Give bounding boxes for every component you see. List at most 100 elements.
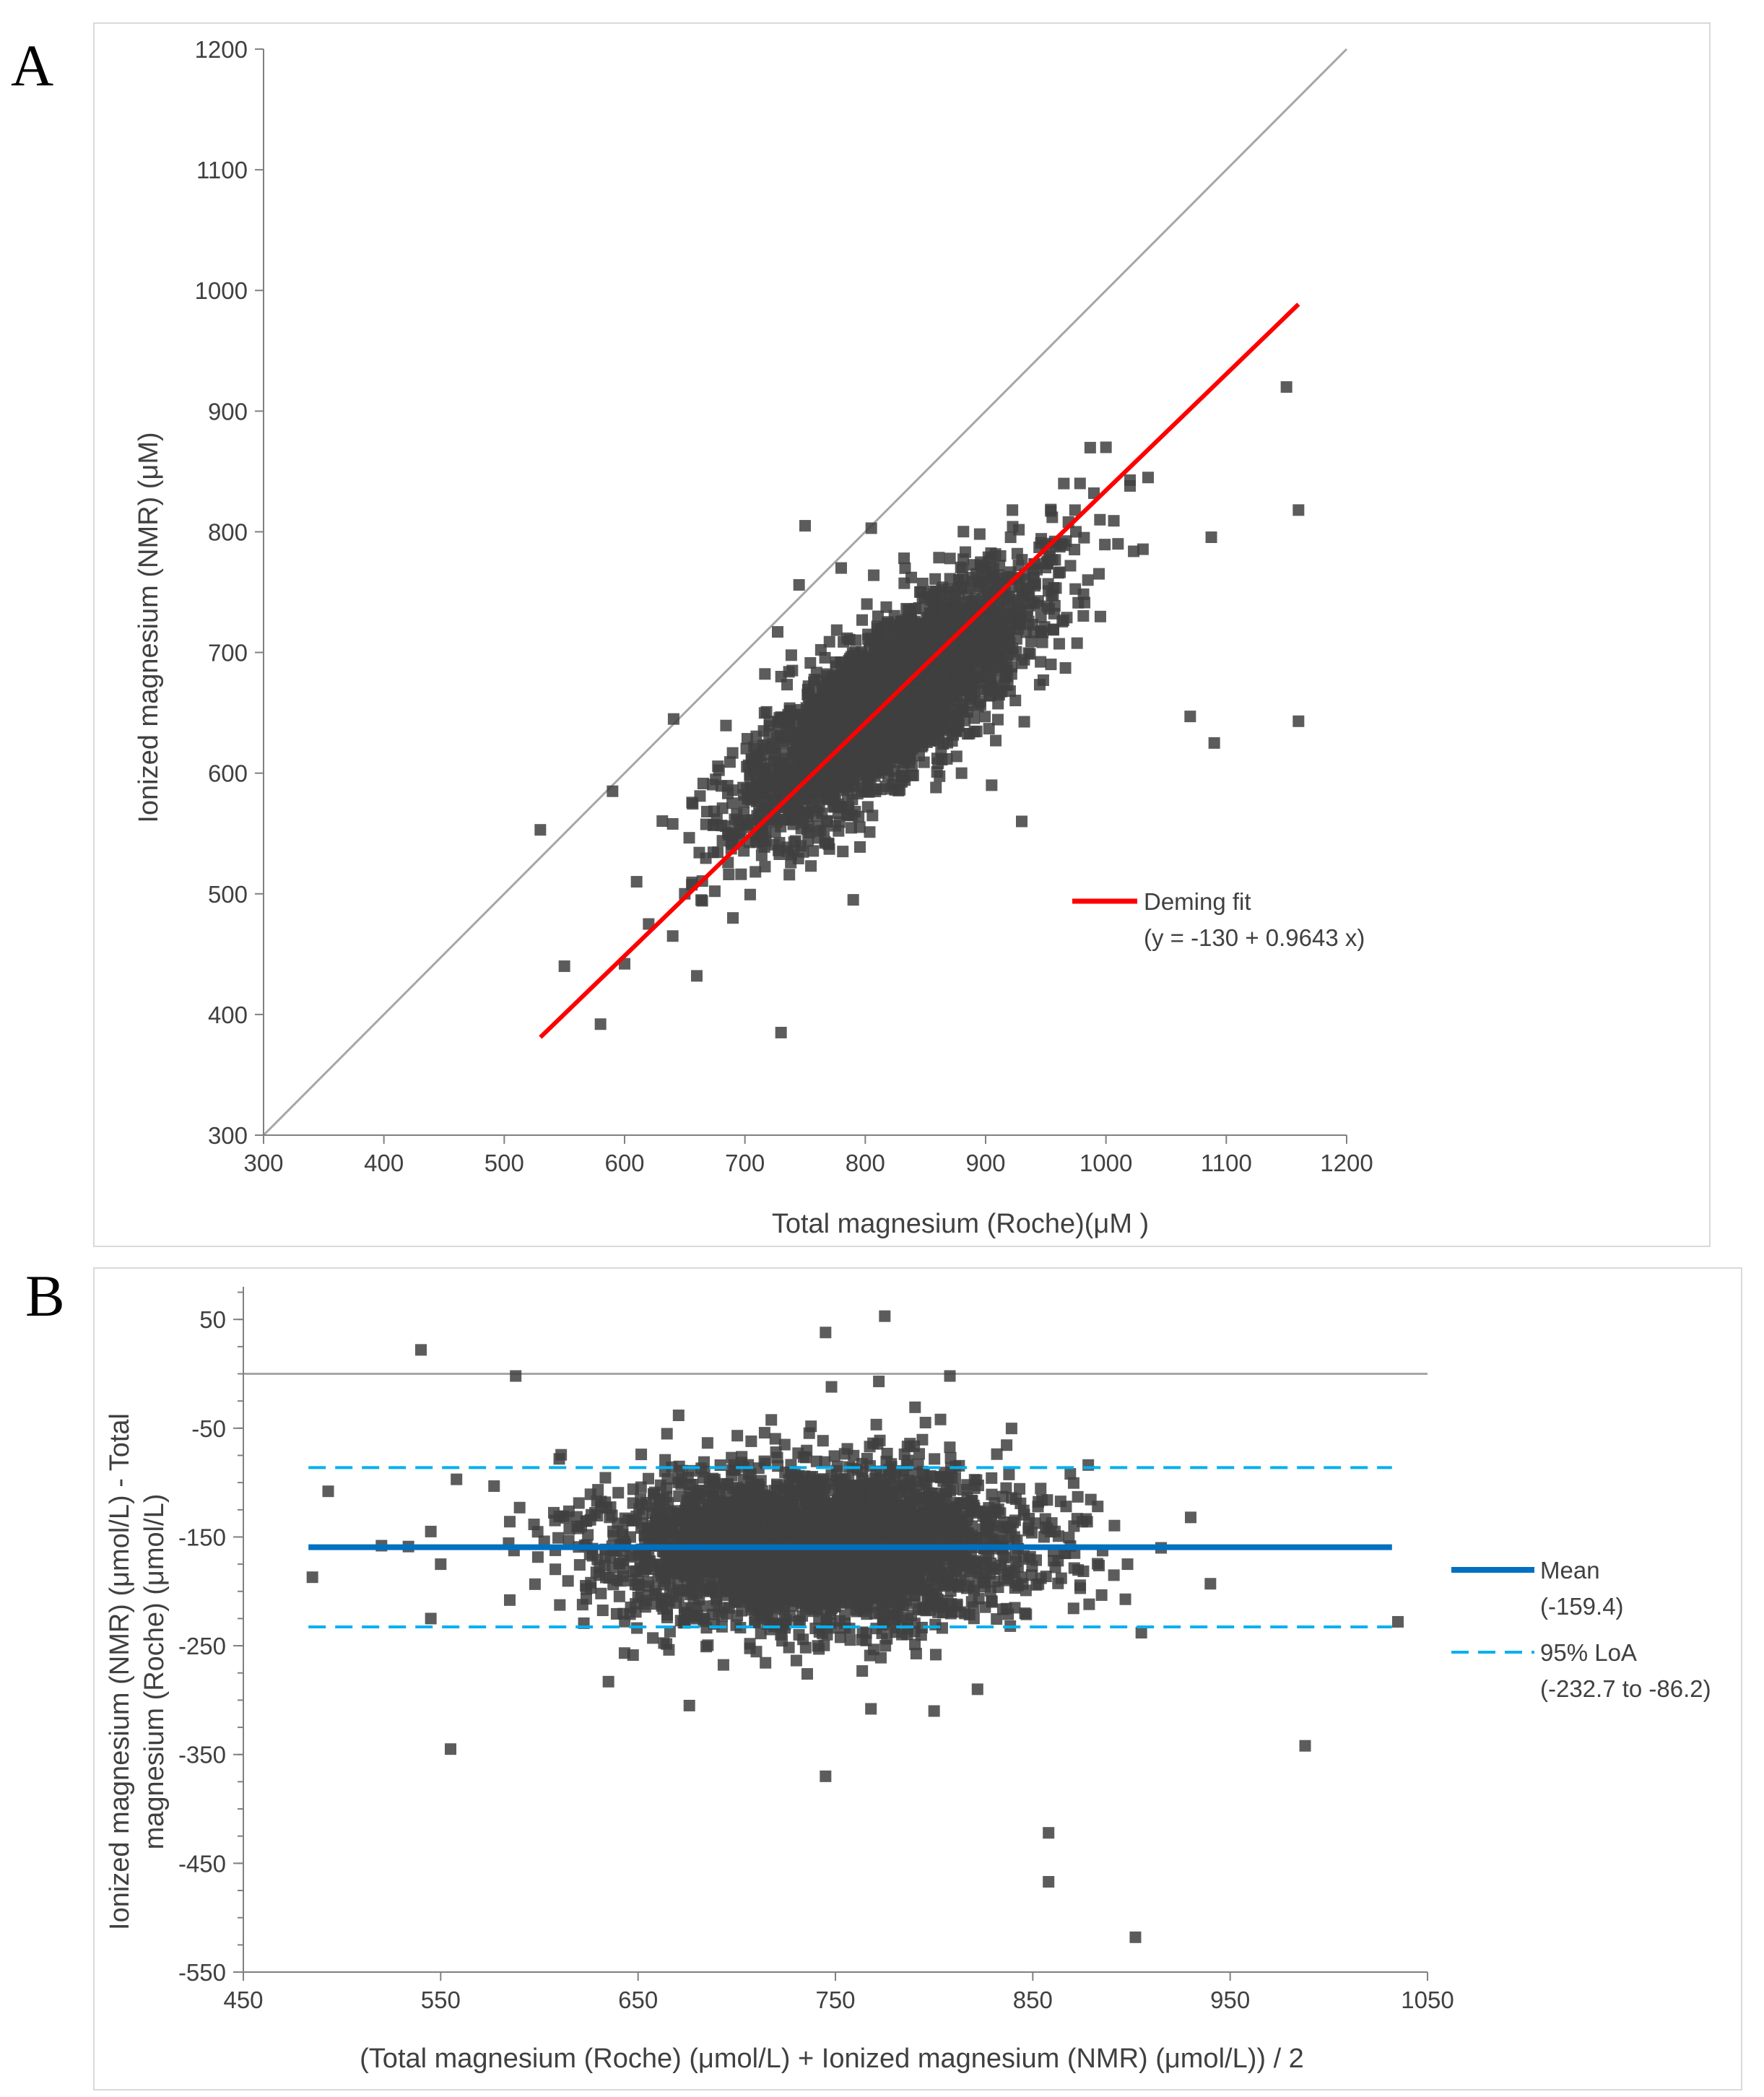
data-point	[713, 764, 725, 776]
data-point	[808, 739, 820, 751]
data-point	[869, 754, 881, 766]
data-point	[1124, 479, 1136, 492]
data-point	[899, 562, 911, 574]
data-point	[986, 682, 999, 695]
data-point	[999, 668, 1012, 680]
data-point	[872, 610, 884, 622]
data-point	[934, 1413, 947, 1425]
data-point	[1038, 1531, 1050, 1543]
data-point	[711, 846, 724, 859]
data-point	[1053, 567, 1065, 579]
deming-legend-equation: (y = -130 + 0.9643 x)	[1144, 924, 1365, 951]
data-point	[783, 869, 796, 881]
data-point	[801, 1668, 813, 1680]
data-point	[1011, 547, 1023, 560]
y-tick-label: 500	[208, 881, 248, 908]
data-point	[1142, 472, 1154, 484]
data-point	[945, 723, 957, 735]
data-point	[1112, 538, 1124, 550]
data-point	[799, 713, 811, 725]
data-point	[742, 791, 754, 803]
data-point	[1020, 573, 1032, 586]
data-point	[915, 696, 927, 708]
data-point	[1093, 568, 1105, 580]
data-point	[1059, 662, 1072, 674]
data-point	[630, 876, 643, 888]
data-point	[666, 817, 679, 830]
data-point	[821, 816, 833, 828]
data-point	[976, 562, 989, 574]
data-point	[1074, 477, 1086, 490]
data-point	[861, 598, 873, 610]
data-point	[656, 815, 669, 828]
data-point	[1058, 477, 1070, 490]
data-point	[785, 649, 797, 661]
data-point	[1119, 1593, 1131, 1605]
data-point	[683, 832, 695, 844]
data-point	[1005, 1423, 1017, 1435]
data-point	[861, 801, 874, 813]
data-point	[962, 588, 974, 600]
data-point	[1036, 636, 1048, 648]
data-point	[1007, 504, 1019, 516]
data-point	[1001, 1439, 1013, 1451]
data-point	[957, 705, 969, 717]
data-point	[819, 835, 831, 848]
data-point	[731, 1430, 744, 1442]
data-point	[786, 765, 799, 778]
x-tick-label: 500	[485, 1150, 524, 1176]
data-point	[1108, 515, 1120, 527]
data-point	[772, 716, 784, 729]
data-point	[918, 717, 931, 729]
data-point	[970, 725, 983, 737]
data-point	[1063, 1532, 1075, 1544]
data-point	[693, 846, 705, 859]
data-point	[865, 730, 877, 742]
data-point	[549, 1563, 562, 1576]
data-point	[1045, 505, 1057, 517]
data-point	[907, 769, 919, 781]
data-point	[750, 730, 762, 742]
data-point	[847, 650, 859, 662]
data-point	[1184, 711, 1196, 723]
data-point	[880, 631, 892, 643]
panel-a-letter: A	[11, 32, 53, 98]
data-point	[953, 591, 965, 603]
data-point	[783, 1641, 795, 1654]
data-point	[744, 888, 756, 900]
y-tick-label: 1200	[195, 36, 248, 63]
data-point	[955, 767, 968, 779]
panel-a-x-axis-title: Total magnesium (Roche)(μM )	[772, 1209, 1149, 1239]
data-point	[862, 633, 874, 645]
data-point	[726, 784, 739, 796]
data-point	[931, 752, 943, 765]
data-point	[981, 658, 993, 670]
data-point	[797, 817, 809, 829]
x-tick-label: 1000	[1079, 1150, 1132, 1176]
data-point	[786, 747, 799, 760]
data-point	[946, 735, 958, 747]
data-point	[861, 774, 874, 786]
data-point	[1048, 582, 1060, 594]
data-point	[986, 636, 999, 648]
data-point	[1108, 1569, 1120, 1581]
data-point	[892, 729, 905, 741]
data-point	[1292, 715, 1305, 727]
data-point	[590, 1566, 602, 1579]
data-point	[865, 522, 877, 534]
data-point	[783, 802, 796, 815]
y-tick-label: 1000	[195, 277, 248, 304]
data-point	[985, 615, 997, 627]
y-tick-label: 900	[208, 398, 248, 425]
data-point	[759, 668, 771, 680]
data-point	[892, 661, 905, 674]
data-point	[1010, 633, 1022, 645]
data-point	[1012, 596, 1024, 608]
data-point	[830, 624, 843, 636]
data-point	[1205, 531, 1217, 544]
data-point	[957, 663, 970, 675]
data-point	[1072, 1490, 1084, 1503]
data-point	[552, 1532, 565, 1544]
data-point	[919, 1417, 931, 1429]
data-point	[488, 1480, 500, 1493]
